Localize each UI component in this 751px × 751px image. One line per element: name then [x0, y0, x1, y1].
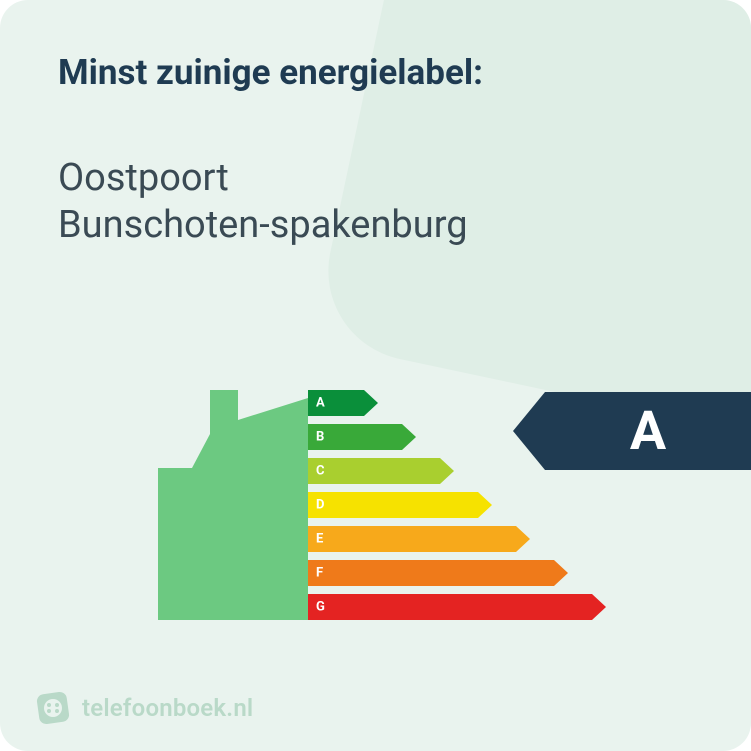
footer-brand: telefoonboek.nl	[82, 694, 253, 722]
energy-bar-f	[308, 560, 568, 586]
energy-bar-label: D	[316, 498, 324, 513]
card: Minst zuinige energielabel: Oostpoort Bu…	[0, 0, 751, 751]
energy-badge: A	[513, 392, 751, 470]
page-title: Minst zuinige energielabel:	[58, 54, 693, 93]
footer-brand-suffix: .nl	[226, 694, 253, 722]
energy-bar-label: C	[316, 464, 325, 479]
footer-brand-name: telefoonboek	[82, 694, 226, 722]
footer: telefoonboek.nl	[36, 691, 253, 725]
energy-bar-e	[308, 526, 530, 552]
energy-bar-label: G	[316, 600, 325, 615]
location-line-1: Oostpoort	[58, 155, 693, 203]
energy-bar-c	[308, 458, 454, 484]
content: Minst zuinige energielabel: Oostpoort Bu…	[0, 0, 751, 250]
energy-bar-label: E	[316, 532, 324, 547]
energy-bar-d	[308, 492, 492, 518]
energy-bar-label: A	[316, 396, 325, 411]
energy-bar-g	[308, 594, 606, 620]
phonebook-icon	[36, 691, 70, 725]
location-name: Oostpoort Bunschoten-spakenburg	[58, 155, 693, 250]
location-line-2: Bunschoten-spakenburg	[58, 202, 693, 250]
energy-bar-label: F	[316, 566, 323, 581]
energy-badge-letter: A	[630, 400, 666, 463]
energy-bar-label: B	[316, 430, 324, 445]
